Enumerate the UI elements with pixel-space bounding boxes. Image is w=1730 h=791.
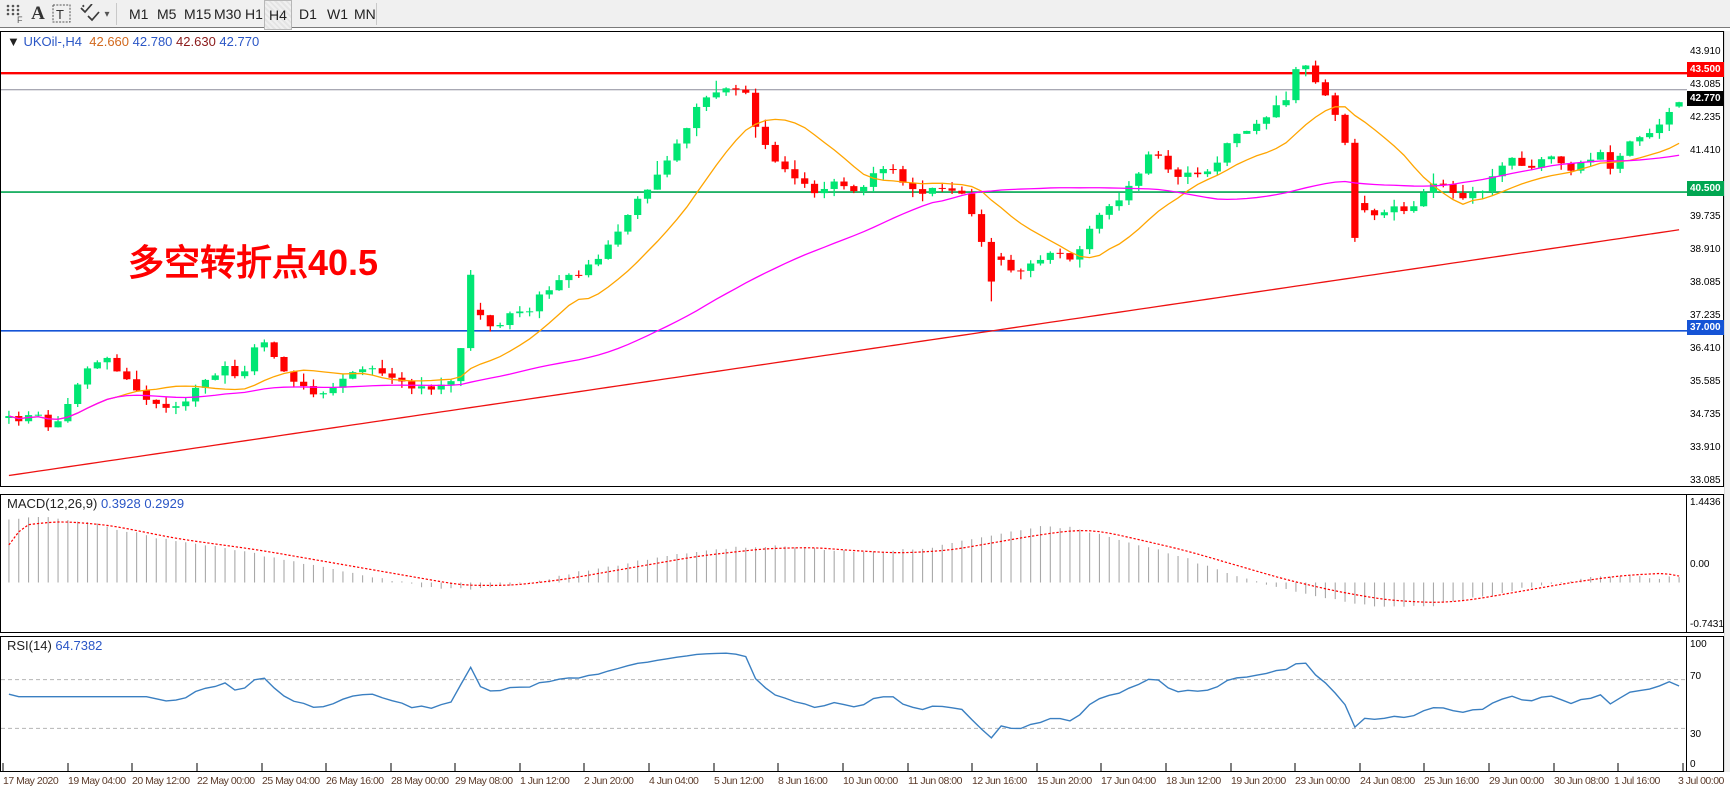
svg-text:F: F: [17, 15, 23, 24]
svg-text:T: T: [56, 7, 64, 22]
